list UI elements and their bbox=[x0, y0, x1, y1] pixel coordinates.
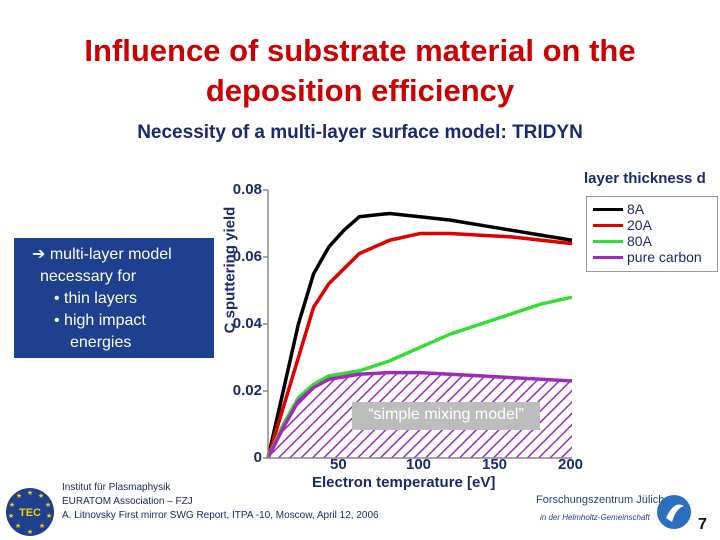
svg-text:★: ★ bbox=[9, 501, 15, 509]
callout-line: necessary for bbox=[40, 268, 137, 285]
svg-text:★: ★ bbox=[27, 528, 33, 536]
callout-line: energies bbox=[70, 334, 132, 351]
y-tick-label: 0 bbox=[253, 449, 262, 466]
svg-text:★: ★ bbox=[38, 492, 44, 500]
y-tick-label: 0.06 bbox=[232, 248, 262, 265]
callout-line: • thin layers bbox=[54, 290, 137, 307]
y-tick-label: 0.08 bbox=[232, 181, 262, 198]
legend-swatch bbox=[593, 224, 623, 227]
slide-subtitle: Necessity of a multi-layer surface model… bbox=[137, 122, 583, 143]
page-number: 7 bbox=[698, 516, 707, 533]
legend-swatch bbox=[593, 208, 623, 211]
footer-report: A. Litnovsky First mirror SWG Report, IT… bbox=[62, 510, 379, 521]
series-line-2 bbox=[266, 295, 573, 459]
fz-name: Forschungszentrum Jülich bbox=[536, 494, 665, 506]
legend-swatch bbox=[593, 256, 623, 259]
callout-line: ➔ multi-layer model bbox=[32, 246, 172, 263]
slide-title-line1: Influence of substrate material on the bbox=[84, 33, 636, 68]
svg-text:★: ★ bbox=[39, 522, 45, 530]
svg-text:★: ★ bbox=[8, 512, 14, 520]
legend-label: 20A bbox=[627, 217, 652, 233]
tec-logo-text: TEC bbox=[19, 507, 41, 519]
callout-box: ➔ multi-layer model necessary for • thin… bbox=[14, 238, 214, 358]
legend-label: 80A bbox=[627, 233, 652, 249]
svg-text:★: ★ bbox=[15, 522, 21, 530]
footer-institute: Institut für Plasmaphysik bbox=[62, 482, 171, 493]
x-axis-label: Electron temperature [eV] bbox=[312, 474, 496, 491]
legend-swatch bbox=[593, 240, 623, 243]
tec-logo: ★ ★★★ ★★★★ ★★ TEC bbox=[6, 488, 54, 536]
legend-label: 8A bbox=[627, 201, 645, 217]
x-tick-label: 150 bbox=[482, 456, 508, 473]
simple-mixing-model-label: “simple mixing model” bbox=[352, 402, 540, 430]
legend-label: pure carbon bbox=[627, 249, 702, 265]
x-tick-label: 50 bbox=[330, 456, 347, 473]
svg-text:★: ★ bbox=[45, 501, 51, 509]
series-line-0 bbox=[266, 211, 573, 459]
svg-text:★: ★ bbox=[16, 492, 22, 500]
series-line-1 bbox=[266, 231, 573, 459]
legend: 8A 20A 80A pure carbon bbox=[586, 196, 718, 272]
footer-association: EURATOM Association – FZJ bbox=[62, 496, 193, 507]
x-tick-label: 200 bbox=[558, 456, 584, 473]
slide-title-line2: deposition efficiency bbox=[205, 73, 515, 108]
x-tick-label: 100 bbox=[406, 456, 432, 473]
legend-title: layer thickness d bbox=[584, 170, 706, 187]
fz-subtitle: in der Helmholtz-Gemeinschaft bbox=[540, 513, 650, 522]
series-line-3 bbox=[266, 370, 573, 459]
svg-text:★: ★ bbox=[27, 489, 33, 497]
y-tick-label: 0.04 bbox=[232, 315, 262, 332]
callout-line: • high impact bbox=[54, 312, 146, 329]
fz-logo bbox=[657, 495, 691, 529]
svg-text:★: ★ bbox=[46, 512, 52, 520]
y-tick-label: 0.02 bbox=[232, 382, 262, 399]
